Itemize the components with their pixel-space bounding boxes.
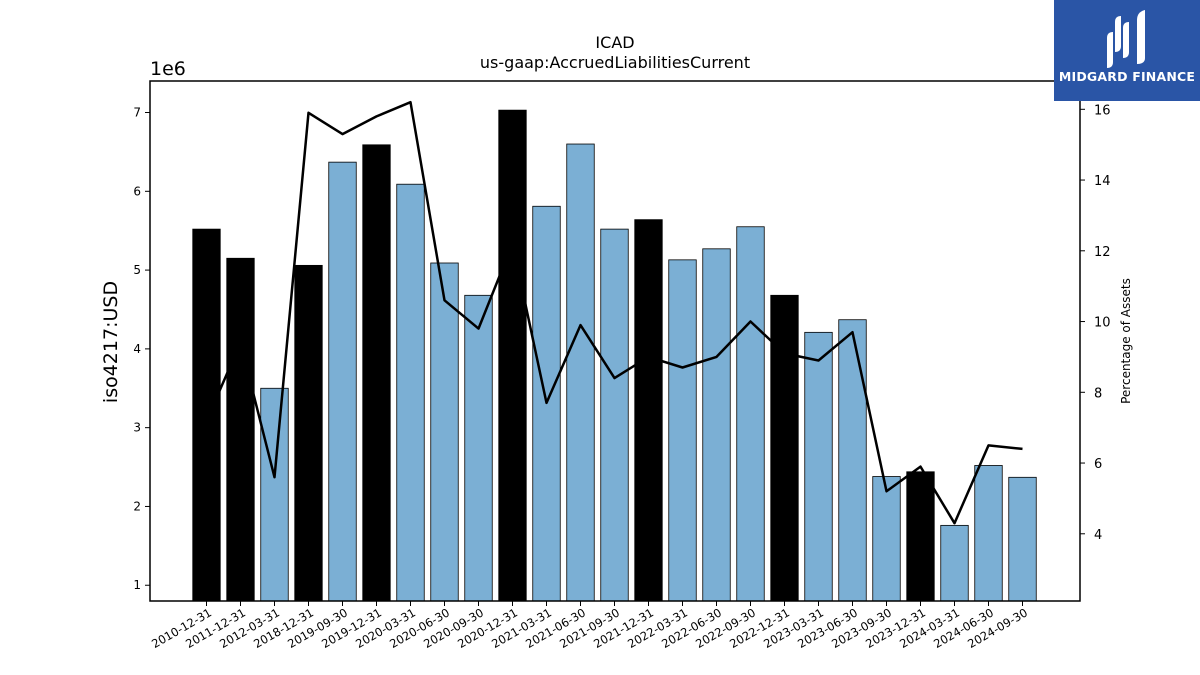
bar	[804, 331, 833, 602]
bar	[702, 248, 731, 602]
chart-subtitle: us-gaap:AccruedLiabilitiesCurrent	[480, 53, 750, 72]
y2-tick-label: 14	[1094, 174, 1111, 189]
y-tick-label: 1	[133, 578, 141, 592]
y-tick-label: 5	[133, 263, 141, 277]
bar	[362, 144, 391, 602]
y-offset-label: 1e6	[150, 58, 186, 80]
bar	[430, 262, 459, 602]
bar	[396, 183, 425, 602]
bar	[566, 143, 595, 602]
y2-axis-label: Percentage of Assets	[1119, 278, 1133, 404]
logo-mark-icon	[1107, 10, 1145, 68]
y2-tick-label: 10	[1094, 316, 1111, 331]
y2-tick-label: 8	[1094, 386, 1102, 401]
y-tick-label: 7	[133, 106, 141, 120]
y-tick-label: 4	[133, 342, 141, 356]
y2-tick-label: 4	[1094, 528, 1102, 543]
bar	[1008, 476, 1037, 602]
bar	[940, 524, 969, 602]
logo-text: MIDGARD FINANCE	[1058, 69, 1196, 84]
bar	[736, 226, 765, 602]
series-line	[205, 100, 1023, 525]
y-tick-label: 6	[133, 184, 141, 198]
bar	[192, 228, 221, 602]
chart-title: ICAD	[595, 33, 634, 52]
bar	[906, 471, 935, 602]
y-axis-label: iso4217:USD	[100, 281, 122, 403]
bar	[464, 294, 493, 602]
bar	[226, 257, 255, 602]
brand-logo: MIDGARD FINANCE	[1054, 0, 1200, 101]
y-tick-label: 3	[133, 421, 141, 435]
bar	[328, 161, 357, 602]
bar	[294, 264, 323, 602]
bar	[600, 228, 629, 602]
y2-tick-label: 12	[1094, 245, 1111, 260]
plot-frame	[149, 80, 1081, 602]
line-group	[205, 100, 1023, 525]
bar	[872, 476, 901, 602]
y2-tick-label: 6	[1094, 457, 1102, 472]
bar	[260, 387, 289, 602]
bar	[974, 465, 1003, 602]
bar	[634, 219, 663, 602]
bar	[770, 294, 799, 602]
bar	[668, 259, 697, 602]
bar	[498, 109, 527, 602]
y2-tick-label: 16	[1094, 103, 1111, 118]
y-tick-label: 2	[133, 499, 141, 513]
bars-group	[192, 109, 1037, 602]
bar	[838, 319, 867, 602]
